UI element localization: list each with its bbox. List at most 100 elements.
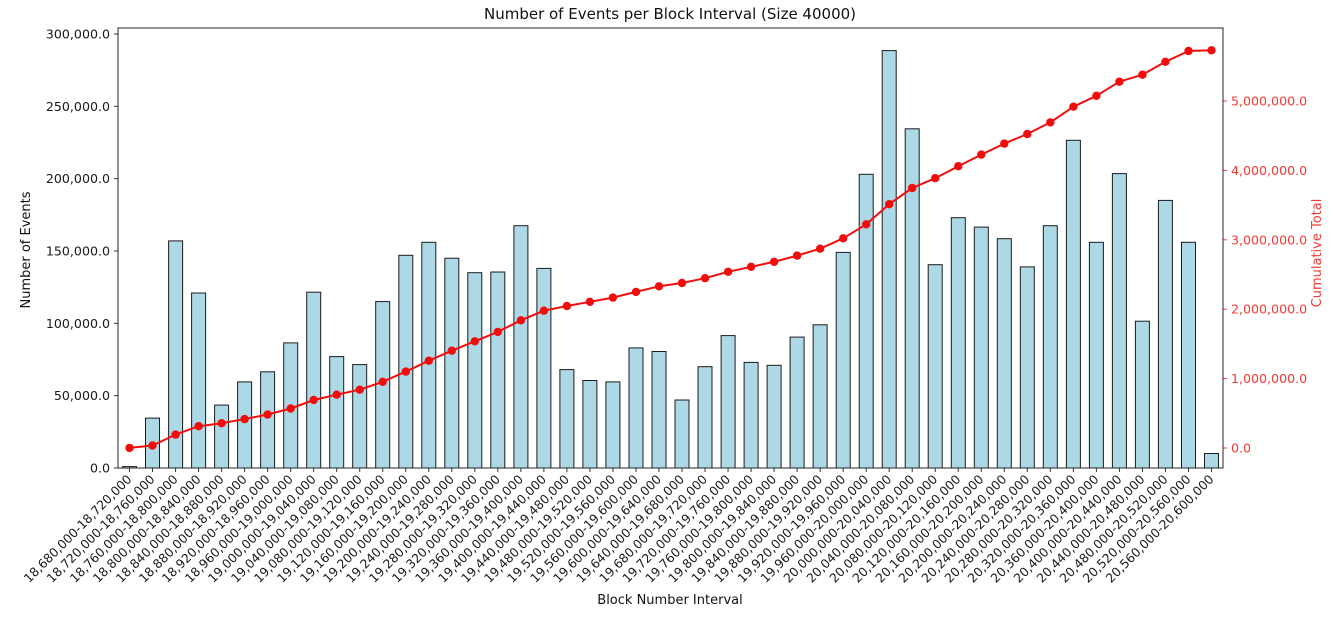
y-left-tick-label: 50,000.0 — [54, 388, 110, 403]
y-right-tick-label: 1,000,000.0 — [1231, 371, 1307, 386]
y-right-tick-label: 3,000,000.0 — [1231, 232, 1307, 247]
cumulative-point — [516, 316, 526, 325]
event-bar — [398, 254, 414, 469]
event-bar — [1157, 199, 1173, 469]
event-bar — [1181, 241, 1196, 469]
cumulative-point — [839, 234, 848, 243]
cumulative-point — [470, 337, 479, 346]
event-bar — [881, 50, 897, 469]
event-bar — [766, 364, 782, 469]
cumulative-point — [1115, 77, 1124, 86]
event-bar — [973, 226, 989, 469]
y-left-tick-label: 150,000.0 — [46, 244, 110, 259]
cumulative-point — [654, 282, 664, 291]
cumulative-point — [194, 422, 203, 431]
event-bar — [582, 380, 598, 469]
plot-border — [117, 27, 1224, 469]
event-bar — [1042, 225, 1058, 469]
cumulative-point — [493, 327, 502, 337]
cumulative-point — [608, 293, 618, 302]
cumulative-point — [171, 430, 180, 439]
y-right-tick-label: 2,000,000.0 — [1231, 302, 1307, 317]
cumulative-point — [1069, 102, 1078, 111]
event-bar — [260, 371, 276, 469]
x-axis-label: Block Number Interval — [597, 593, 742, 608]
cumulative-point — [1184, 46, 1193, 56]
y-right-tick-label: 0.0 — [1231, 441, 1251, 456]
cumulative-point — [954, 162, 963, 171]
cumulative-point — [355, 385, 364, 394]
event-bar — [858, 173, 874, 469]
event-bar — [1204, 453, 1219, 469]
cumulative-point — [217, 419, 226, 428]
cumulative-point — [125, 443, 134, 453]
y-axis-label-left: Number of Events — [19, 191, 34, 308]
cumulative-point — [723, 267, 733, 276]
y-axis-label-right: Cumulative Total — [1310, 199, 1325, 308]
cumulative-point — [769, 257, 779, 266]
cumulative-point — [746, 262, 756, 271]
y-left-tick-label: 250,000.0 — [46, 99, 110, 114]
y-right-tick-label: 5,000,000.0 — [1231, 94, 1307, 109]
event-bar — [835, 251, 851, 469]
cumulative-point — [631, 287, 641, 297]
event-bar — [1111, 173, 1127, 469]
cumulative-point — [700, 274, 710, 283]
cumulative-point — [1023, 129, 1032, 139]
event-bar — [191, 292, 207, 469]
event-bar — [536, 267, 552, 469]
cumulative-point — [585, 297, 595, 306]
cumulative-point — [539, 306, 549, 315]
event-bar — [237, 381, 253, 469]
cumulative-point — [1046, 118, 1055, 127]
event-bar — [1088, 241, 1104, 469]
cumulative-point — [1161, 57, 1170, 66]
event-bar — [559, 369, 575, 469]
event-bar — [605, 381, 621, 469]
event-bar — [214, 404, 230, 469]
chart-title: Number of Events per Block Interval (Siz… — [484, 5, 856, 23]
cumulative-point — [401, 367, 410, 376]
cumulative-point — [332, 390, 341, 399]
event-bar — [329, 356, 345, 469]
cumulative-point — [378, 377, 387, 386]
y-left-tick-label: 100,000.0 — [46, 316, 110, 331]
y-right-tick-label: 4,000,000.0 — [1231, 163, 1307, 178]
cumulative-point — [862, 220, 871, 229]
event-bar — [674, 399, 690, 469]
event-bar — [996, 238, 1012, 469]
cumulative-point — [148, 441, 157, 450]
event-bar — [628, 347, 644, 469]
y-left-tick-label: 300,000.0 — [46, 27, 110, 42]
cumulative-point — [447, 346, 456, 355]
event-bar — [1019, 266, 1035, 469]
event-bar — [950, 217, 966, 469]
cumulative-point — [1000, 139, 1009, 148]
event-bar — [1065, 139, 1081, 469]
event-bar — [421, 241, 437, 469]
cumulative-point — [1138, 70, 1147, 79]
event-bar — [904, 128, 920, 469]
event-bar — [513, 225, 529, 469]
bars-layer — [122, 50, 1219, 469]
cumulative-point — [931, 174, 940, 183]
cumulative-point — [977, 150, 986, 159]
cumulative-point — [309, 395, 318, 405]
cumulative-point — [562, 301, 572, 311]
y-left-tick-label: 0.0 — [90, 461, 110, 476]
cumulative-point — [240, 414, 249, 424]
cumulative-point — [792, 251, 802, 260]
event-bar — [352, 364, 368, 469]
cumulative-point — [263, 410, 272, 419]
event-bar — [651, 351, 667, 469]
cumulative-point — [908, 183, 917, 193]
cumulative-point — [1207, 46, 1216, 55]
cumulative-point — [1092, 91, 1101, 101]
event-bar — [306, 291, 322, 469]
y-left-tick-label: 200,000.0 — [46, 171, 110, 186]
event-bar — [1134, 320, 1150, 469]
cumulative-line-layer — [125, 46, 1216, 453]
event-bar — [743, 361, 759, 469]
